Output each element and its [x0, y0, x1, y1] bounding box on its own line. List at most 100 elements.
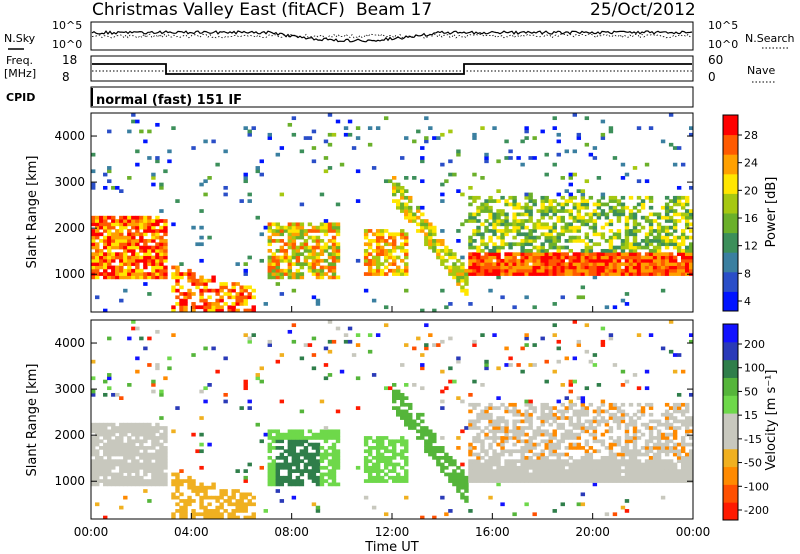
velocity-cell: [327, 373, 333, 377]
power-cell: [135, 245, 140, 250]
velocity-cell: [355, 343, 361, 347]
power-cell: [688, 126, 694, 130]
power-cell: [379, 262, 385, 266]
power-cell: [404, 205, 409, 210]
velocity-cell: [123, 449, 128, 454]
velocity-cell: [668, 412, 674, 417]
velocity-cell: [315, 432, 321, 437]
velocity-cell: [412, 426, 417, 430]
velocity-cell: [636, 416, 642, 420]
power-cell: [444, 245, 449, 250]
velocity-cell: [396, 452, 401, 457]
velocity-cell: [115, 442, 120, 447]
power-cell: [159, 245, 164, 250]
power-cell: [580, 192, 586, 197]
power-cell: [572, 202, 578, 207]
power-cell: [488, 252, 493, 257]
velocity-cell: [335, 436, 341, 440]
colorbar-segment: [723, 466, 738, 485]
velocity-cell: [143, 429, 148, 434]
power-cell: [552, 209, 557, 213]
velocity-cell: [600, 419, 606, 424]
velocity-cell: [155, 429, 160, 434]
power-cell: [428, 242, 433, 247]
power-cell: [275, 268, 281, 273]
power-cell: [95, 242, 100, 247]
power-cell: [588, 262, 594, 266]
power-cell: [107, 258, 112, 263]
power-cell: [476, 248, 481, 253]
power-cell: [95, 219, 100, 223]
velocity-cell: [307, 472, 313, 477]
power-cell: [652, 235, 658, 240]
power-cell: [131, 232, 136, 237]
velocity-cell: [311, 432, 317, 437]
power-cell: [588, 245, 594, 250]
velocity-cell: [219, 492, 224, 497]
velocity-cell: [147, 452, 152, 457]
velocity-cell: [612, 416, 618, 420]
power-cell: [596, 202, 602, 207]
power-cell: [127, 129, 132, 134]
power-cell: [159, 265, 164, 270]
velocity-cell: [504, 459, 509, 464]
velocity-cell: [175, 406, 180, 410]
velocity-cell: [375, 459, 381, 464]
power-cell: [179, 298, 184, 303]
power-cell: [199, 295, 204, 300]
power-cell: [367, 245, 373, 250]
power-cell: [508, 255, 513, 260]
power-cell: [648, 225, 654, 230]
velocity-cell: [624, 436, 630, 440]
power-cell: [680, 162, 686, 167]
power-cell: [604, 272, 610, 276]
velocity-cell: [492, 429, 497, 434]
power-cell: [183, 302, 188, 306]
power-cell: [568, 209, 573, 213]
power-cell: [103, 172, 108, 177]
velocity-cell: [632, 475, 638, 480]
velocity-cell: [175, 482, 180, 487]
velocity-cell: [552, 412, 557, 417]
velocity-cell: [560, 475, 565, 480]
power-cell: [420, 159, 425, 164]
power-cell: [420, 225, 425, 230]
velocity-cell: [428, 333, 433, 337]
power-cell: [520, 225, 525, 230]
velocity-cell: [191, 512, 196, 517]
velocity-cell: [103, 452, 108, 457]
power-cell: [291, 288, 297, 293]
power-cell: [171, 222, 176, 227]
power-cell: [652, 245, 658, 250]
velocity-cell: [143, 446, 148, 450]
velocity-cell: [387, 386, 393, 391]
velocity-cell: [544, 379, 549, 384]
power-cell: [628, 258, 634, 263]
power-cell: [387, 179, 393, 184]
power-cell: [367, 272, 373, 276]
power-cell: [275, 275, 281, 280]
velocity-cell: [672, 369, 678, 374]
power-cell: [544, 172, 549, 177]
velocity-cell: [616, 416, 622, 420]
velocity-cell: [660, 422, 666, 427]
velocity-cell: [139, 336, 144, 341]
power-cell: [207, 305, 212, 310]
power-cell: [672, 272, 678, 276]
power-cell: [612, 258, 618, 263]
power-cell: [484, 205, 489, 210]
velocity-cell: [139, 426, 144, 430]
power-cell: [428, 229, 433, 233]
power-cell: [424, 136, 429, 140]
power-cell: [392, 262, 397, 266]
velocity-cell: [648, 462, 654, 467]
velocity-cell: [319, 465, 325, 470]
colorbar-segment: [723, 324, 738, 343]
velocity-cell: [219, 489, 224, 493]
velocity-cell: [299, 469, 305, 473]
velocity-cell: [512, 429, 517, 434]
velocity-cell: [135, 369, 140, 374]
velocity-cell: [420, 366, 425, 371]
velocity-cell: [135, 459, 140, 464]
velocity-cell: [95, 462, 100, 467]
